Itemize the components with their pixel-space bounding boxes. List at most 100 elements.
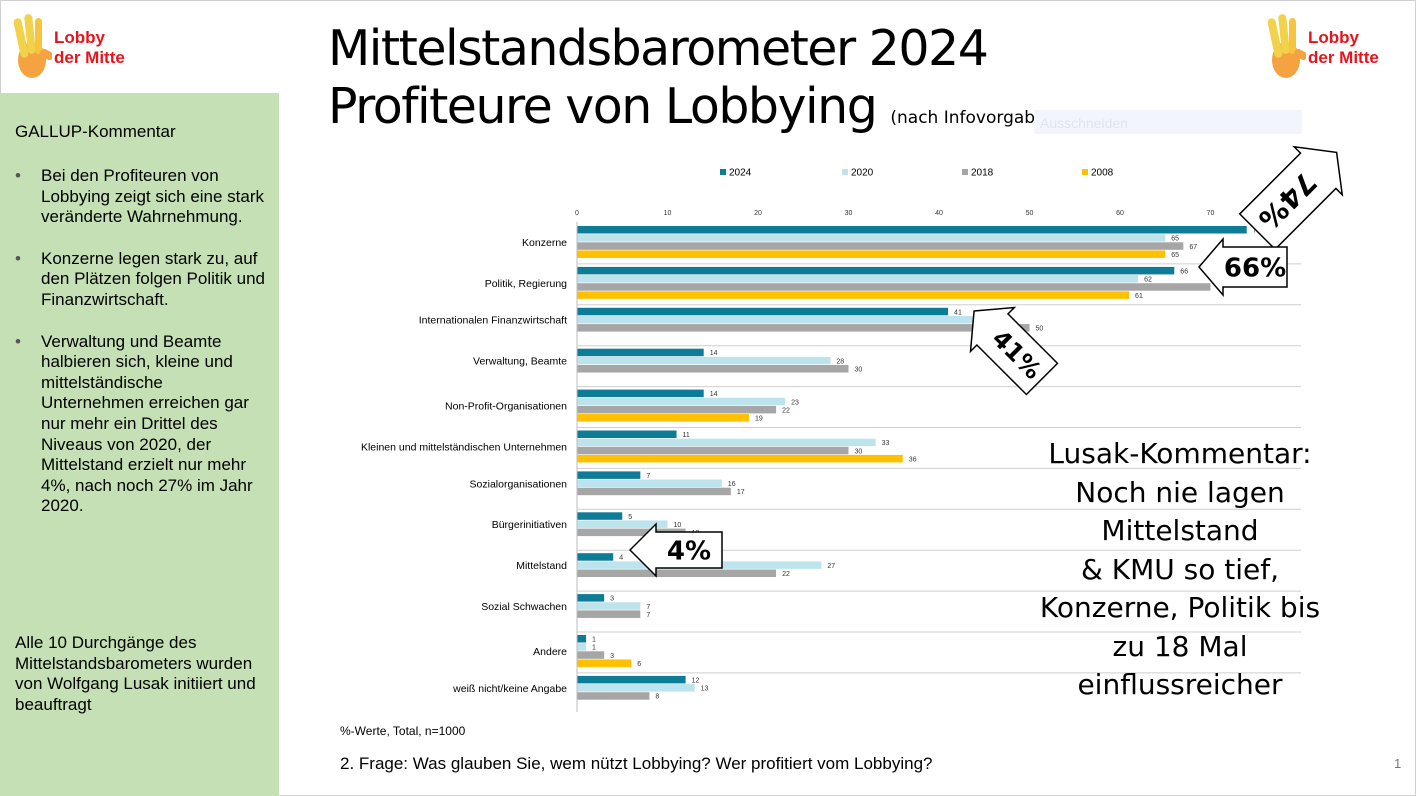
x-tick-label: 20 [754,210,762,217]
bar-value-label: 19 [755,416,763,423]
bar [577,266,1175,275]
category-label: Internationalen Finanzwirtschaft [419,315,567,327]
bar-value-label: 17 [737,489,745,496]
x-tick-label: 10 [664,210,672,217]
hand-icon [13,14,52,78]
category-label: Kleinen und mittelständischen Unternehme… [361,441,567,453]
callout-arrow-shape [969,306,1059,396]
bar [577,242,1184,250]
bar [577,405,777,414]
bar-value-label: 5 [628,514,632,521]
bar [577,651,605,659]
lusak-comment: Lusak-Kommentar: Noch nie lagen Mittelst… [1039,437,1321,701]
bar-value-label: 62 [1144,277,1152,284]
bar-value-label: 27 [827,563,835,570]
bar-value-label: 22 [782,571,790,578]
x-tick-label: 30 [845,210,853,217]
bar [577,471,641,479]
sidebar-bullet: Konzerne legen stark zu, auf den Plätzen… [15,249,270,311]
logo-text: Lobby der Mitte [54,28,125,67]
bar-value-label: 7 [646,473,650,480]
page-number: 1 [1394,756,1402,771]
bar [577,610,641,618]
bar-value-label: 61 [1135,293,1143,300]
bar [577,675,686,684]
bar [577,643,587,651]
bar [577,291,1130,299]
category-label: Andere [533,646,567,658]
category-label: Mittelstand [516,560,567,572]
bar [577,479,722,488]
bar [577,365,849,373]
bar-value-label: 36 [909,456,917,463]
bar-value-label: 14 [710,391,718,398]
bar-value-label: 22 [782,407,790,414]
bar-value-label: 65 [1171,252,1179,259]
bar-value-label: 6 [637,661,641,668]
title-line-1: Mittelstandsbarometer 2024 [328,20,989,77]
category-label: Politik, Regierung [485,278,567,290]
callout-arrow: 41% [969,306,1059,396]
sidebar-footer: Alle 10 Durchgänge des Mittelstandsbarom… [15,633,256,714]
category-label: Konzerne [522,237,567,249]
x-tick-label: 60 [1116,210,1124,217]
bar [577,226,1247,234]
bar-value-label: 66 [1180,268,1188,275]
bar-value-label: 28 [836,358,844,365]
bar [577,692,650,700]
bar [577,324,1030,332]
bar [577,414,749,422]
bar [577,250,1166,258]
category-label: Non-Profit-Organisationen [445,401,567,413]
legend-swatch [962,169,968,175]
callout-label: 4% [667,536,711,566]
bar [577,234,1166,242]
callout-arrow-shape [1238,145,1344,251]
bar [577,446,849,455]
logo-text: Lobby der Mitte [1308,28,1379,67]
x-tick-label: 70 [1207,210,1215,217]
callout-arrow-shape [1198,236,1288,298]
x-tick-label: 50 [1026,210,1034,217]
bar-value-label: 65 [1171,236,1179,243]
bar [577,659,632,667]
bar-value-label: 23 [791,399,799,406]
bar-value-label: 7 [646,612,650,619]
legend-swatch [720,169,726,175]
category-label: Sozial Schwachen [481,601,567,613]
bar [577,594,605,602]
bar [577,553,614,561]
ghost-tooltip-text: Ausschneiden [1040,115,1128,131]
bar [577,635,587,643]
bar [577,356,831,365]
bar-value-label: 8 [655,694,659,701]
bar [577,283,1211,291]
bar [577,512,623,520]
legend-label: 2018 [971,168,994,179]
category-label: Bürgerinitiativen [492,519,567,531]
bar-value-label: 30 [855,448,863,455]
bar [577,487,731,496]
bar-value-label: 11 [683,432,690,439]
x-tick-label: 0 [575,210,579,217]
callout-arrow-shape [628,522,723,578]
chart-note: %-Werte, Total, n=1000 [340,724,466,738]
bar-value-label: 10 [674,522,682,529]
legend-label: 2008 [1091,168,1114,179]
callout-arrow: 74% [1238,145,1344,251]
bar-value-label: 3 [610,596,614,603]
logo-lobby-der-mitte-right: Lobby der Mitte [1266,10,1406,85]
category-label: weiß nicht/keine Angabe [452,683,567,695]
bar [577,348,704,357]
bar-value-label: 16 [728,481,736,488]
x-tick-label: 40 [935,210,943,217]
bar [577,397,786,406]
bar-value-label: 1 [592,645,596,652]
bar [577,520,668,528]
bar-value-label: 41 [954,309,962,316]
category-label: Verwaltung, Beamte [473,356,567,368]
bar [577,454,903,463]
survey-question: 2. Frage: Was glauben Sie, wem nützt Lob… [340,754,933,773]
bar [577,569,777,577]
